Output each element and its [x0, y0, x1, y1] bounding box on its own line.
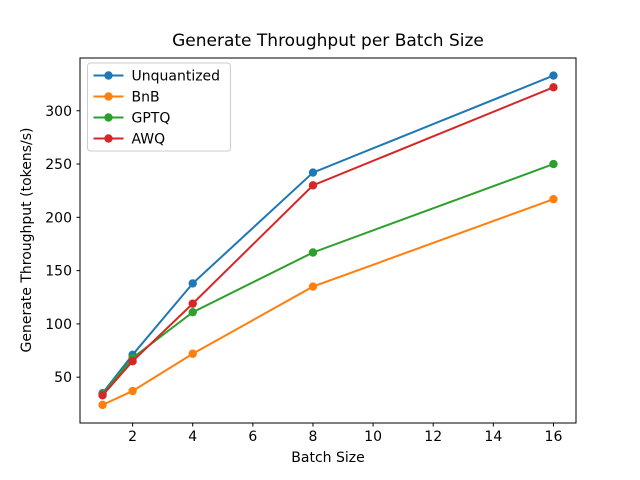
x-tick-label: 16	[545, 429, 563, 445]
legend-label: BnB	[132, 90, 160, 106]
legend-item-unquantized: Unquantized	[93, 69, 221, 85]
series-line-bnb	[101, 198, 555, 406]
data-point-bnb	[188, 349, 197, 358]
data-point-awq	[128, 356, 137, 366]
y-tick-label: 250	[45, 157, 72, 173]
legend-marker	[104, 92, 113, 101]
data-point-unquantized	[188, 279, 197, 288]
y-tick-label: 150	[45, 264, 72, 280]
legend-item-gptq: GPTQ	[93, 111, 171, 127]
data-point-bnb	[98, 400, 107, 410]
data-point-gptq	[308, 248, 318, 257]
data-point-unquantized	[549, 71, 558, 80]
x-tick-label: 2	[128, 429, 137, 445]
legend-box	[87, 62, 231, 152]
data-point-bnb	[128, 386, 137, 396]
data-point-bnb	[549, 195, 558, 204]
x-tick-label: 12	[424, 429, 442, 445]
legend-item-bnb: BnB	[93, 90, 160, 106]
data-point-awq	[549, 83, 558, 92]
legend-label: Unquantized	[132, 69, 221, 85]
x-tick-label: 4	[188, 429, 197, 445]
y-tick-label: 100	[45, 317, 72, 333]
x-tick-label: 6	[248, 429, 257, 445]
plot-border	[79, 57, 577, 424]
data-point-awq	[98, 391, 107, 400]
x-tick-label: 14	[484, 429, 502, 445]
data-point-bnb	[308, 282, 318, 291]
legend: Unquantized BnB GPTQ AWQ	[87, 62, 231, 152]
data-point-gptq	[549, 159, 558, 169]
legend-label: AWQ	[132, 132, 166, 148]
x-axis-label: Batch Size	[291, 450, 364, 466]
series-line-gptq	[101, 163, 555, 396]
legend-label: GPTQ	[132, 111, 171, 127]
x-tick-label: 10	[364, 429, 382, 445]
y-tick-label: 50	[54, 370, 72, 386]
legend-item-awq: AWQ	[93, 132, 166, 148]
x-tick-label: 8	[309, 429, 318, 445]
y-axis-label: Generate Throughput (tokens/s)	[19, 128, 35, 353]
legend-marker	[104, 134, 113, 143]
data-point-awq	[188, 299, 197, 308]
chart-title: Generate Throughput per Batch Size	[172, 31, 484, 51]
legend-marker	[104, 113, 113, 122]
y-tick-label: 300	[45, 104, 72, 120]
y-tick-label: 200	[45, 210, 72, 226]
data-point-gptq	[188, 307, 197, 317]
data-point-awq	[308, 181, 318, 190]
data-point-unquantized	[308, 168, 318, 177]
legend-marker	[104, 71, 113, 80]
